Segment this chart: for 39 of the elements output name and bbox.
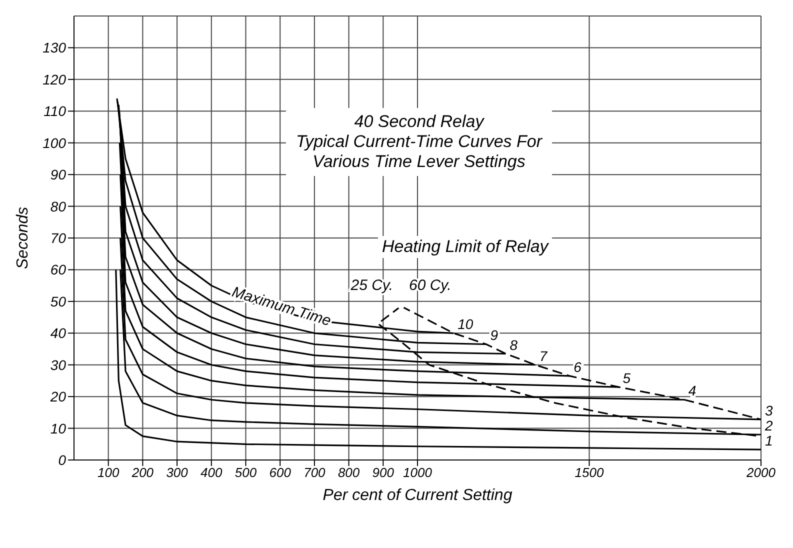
series-label: 3 <box>765 402 773 418</box>
x-tick-label: 300 <box>166 465 189 480</box>
y-tick-label: 40 <box>50 325 66 342</box>
y-tick-label: 90 <box>50 166 66 183</box>
series-label: 4 <box>688 382 696 399</box>
text: 40 Second Relay <box>353 112 486 132</box>
x-axis-title: Per cent of Current Setting <box>322 487 512 504</box>
y-tick-label: 30 <box>50 356 66 373</box>
y-tick-label: 60 <box>50 262 66 278</box>
y-tick-label: 130 <box>42 40 66 56</box>
y-tick-label: 10 <box>50 420 66 436</box>
series-label: 5 <box>622 370 631 386</box>
x-tick-label: 100 <box>98 465 120 480</box>
y-tick-label: 120 <box>42 71 66 88</box>
y-tick-label: 70 <box>50 230 66 246</box>
y-tick-label: 50 <box>50 293 66 310</box>
x-tick-label: 1500 <box>574 465 604 480</box>
y-tick-label: 110 <box>44 103 66 120</box>
series-label: 2 <box>764 418 773 434</box>
annotation: Heating Limit of Relay <box>378 236 552 258</box>
x-tick-label: 1000 <box>403 465 433 480</box>
series-label: 8 <box>510 336 518 353</box>
x-tick-label: 800 <box>338 465 360 480</box>
x-tick-label: 700 <box>304 465 326 480</box>
x-tick-label: 600 <box>269 465 292 480</box>
series-label: 1 <box>765 432 773 449</box>
text: Typical Current-Time Curves For Various Time Lever Settings <box>294 132 544 172</box>
y-tick-label: 0 <box>58 452 66 468</box>
x-tick-label: 2000 <box>746 465 776 480</box>
y-tick-label: 100 <box>42 134 66 151</box>
y-tick-label: 80 <box>50 198 66 214</box>
x-tick-label: 400 <box>200 465 224 480</box>
series-label: 7 <box>539 348 548 364</box>
y-tick-label: 20 <box>49 388 66 405</box>
x-tick-label: 200 <box>130 465 154 480</box>
series-label: 10 <box>458 316 474 332</box>
y-axis-title: Seconds <box>14 206 32 270</box>
x-tick-label: 900 <box>372 465 395 480</box>
x-tick-label: 500 <box>234 465 258 480</box>
